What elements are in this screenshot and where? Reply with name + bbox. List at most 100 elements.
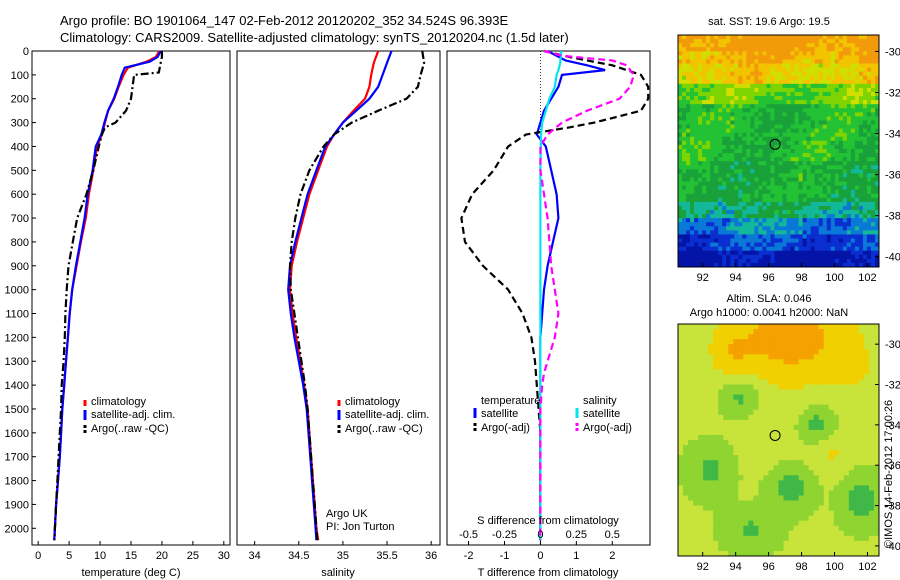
sla-cell bbox=[678, 480, 684, 486]
sla-cell bbox=[838, 535, 845, 542]
sla-cell bbox=[763, 460, 769, 466]
sst-cell bbox=[810, 132, 816, 138]
sst-cell bbox=[718, 148, 723, 154]
sla-cell bbox=[868, 475, 875, 481]
sla-cell bbox=[798, 505, 805, 512]
sst-cell bbox=[754, 165, 759, 170]
sla-cell bbox=[768, 445, 774, 451]
sst-cell bbox=[778, 108, 783, 113]
sla-cell bbox=[708, 384, 714, 390]
sst-cell bbox=[798, 144, 804, 150]
sst-cell bbox=[746, 181, 751, 186]
sst-cell bbox=[798, 201, 804, 207]
sst-cell bbox=[786, 226, 791, 231]
sst-cell bbox=[702, 96, 707, 101]
sla-cell bbox=[848, 329, 855, 335]
sst-cell bbox=[774, 214, 779, 219]
sla-cell bbox=[823, 530, 830, 537]
sla-cell bbox=[713, 354, 719, 360]
sla-cell bbox=[858, 500, 865, 506]
sla-cell bbox=[818, 424, 825, 431]
sst-cell bbox=[778, 136, 783, 142]
sst-cell bbox=[862, 96, 868, 101]
sla-cell bbox=[718, 510, 724, 517]
sst-cell bbox=[870, 246, 876, 252]
sst-cell bbox=[798, 218, 804, 223]
sst-cell bbox=[818, 169, 824, 174]
sla-cell bbox=[758, 550, 764, 557]
sst-cell bbox=[790, 165, 795, 170]
sla-cell bbox=[833, 369, 840, 375]
sst-cell bbox=[718, 197, 723, 203]
sst-cell bbox=[782, 185, 787, 191]
sst-cell bbox=[830, 157, 836, 162]
sla-cell bbox=[838, 414, 845, 421]
sst-cell bbox=[842, 238, 848, 243]
sla-cell bbox=[858, 545, 865, 552]
sla-cell bbox=[803, 465, 810, 471]
sst-cell bbox=[814, 79, 820, 85]
sla-cell bbox=[818, 334, 825, 340]
sst-cell bbox=[686, 262, 691, 268]
sla-cell bbox=[788, 440, 794, 446]
sst-cell bbox=[862, 47, 868, 52]
sst-cell bbox=[790, 39, 795, 44]
sla-cell bbox=[873, 440, 880, 446]
sst-cell bbox=[746, 112, 751, 117]
sst-cell bbox=[806, 108, 812, 113]
sst-cell bbox=[790, 205, 795, 211]
sst-cell bbox=[830, 189, 836, 195]
temperature-panel: 0100200300400500600700800900100011001200… bbox=[5, 46, 231, 579]
sst-cell bbox=[818, 104, 824, 109]
difference-legend: temperature salinity satellite Argo(-adj… bbox=[473, 395, 632, 434]
sla-cell bbox=[823, 354, 830, 360]
sst-cell bbox=[778, 262, 783, 268]
sla-cell bbox=[763, 475, 769, 481]
sla-cell bbox=[738, 369, 744, 375]
sla-cell bbox=[713, 520, 719, 527]
sla-cell bbox=[718, 399, 724, 406]
sst-cell bbox=[854, 124, 860, 130]
sst-cell bbox=[854, 197, 860, 203]
sst-cell bbox=[722, 238, 727, 243]
sla-cell bbox=[833, 434, 840, 441]
sst-cell bbox=[770, 148, 775, 154]
sla-cell bbox=[688, 324, 694, 330]
sla-cell bbox=[678, 500, 684, 506]
sla-cell bbox=[723, 374, 729, 380]
sla-cell bbox=[678, 470, 684, 476]
sst-cell bbox=[810, 153, 816, 158]
sst-cell bbox=[802, 79, 808, 85]
sla-cell bbox=[788, 339, 794, 345]
sla-cell bbox=[868, 379, 875, 385]
sst-cell bbox=[754, 238, 759, 243]
sst-cell bbox=[846, 71, 852, 77]
sla-cell bbox=[858, 329, 865, 335]
sst-cell bbox=[746, 75, 751, 81]
sst-cell bbox=[706, 79, 711, 85]
sla-cell bbox=[853, 495, 860, 501]
sla-cell bbox=[748, 379, 754, 385]
sst-cell bbox=[702, 148, 707, 154]
sst-cell bbox=[814, 234, 820, 239]
sst-cell bbox=[746, 185, 751, 191]
sst-cell bbox=[806, 104, 812, 109]
sla-cell bbox=[718, 344, 724, 350]
sla-cell bbox=[783, 329, 789, 335]
sst-cell bbox=[682, 43, 687, 48]
sla-cell bbox=[818, 369, 825, 375]
sst-cell bbox=[830, 43, 836, 48]
sst-cell bbox=[758, 140, 763, 146]
sla-cell bbox=[793, 535, 800, 542]
sst-cell bbox=[786, 169, 791, 174]
sst-cell bbox=[714, 197, 719, 203]
sla-cell bbox=[808, 349, 815, 355]
sst-cell bbox=[826, 177, 832, 182]
sst-cell bbox=[854, 177, 860, 182]
sst-cell bbox=[830, 51, 836, 56]
sla-cell bbox=[773, 540, 779, 547]
sla-cell bbox=[853, 515, 860, 522]
sst-cell bbox=[678, 222, 683, 227]
sst-cell bbox=[806, 91, 812, 97]
sla-cell bbox=[823, 384, 830, 390]
